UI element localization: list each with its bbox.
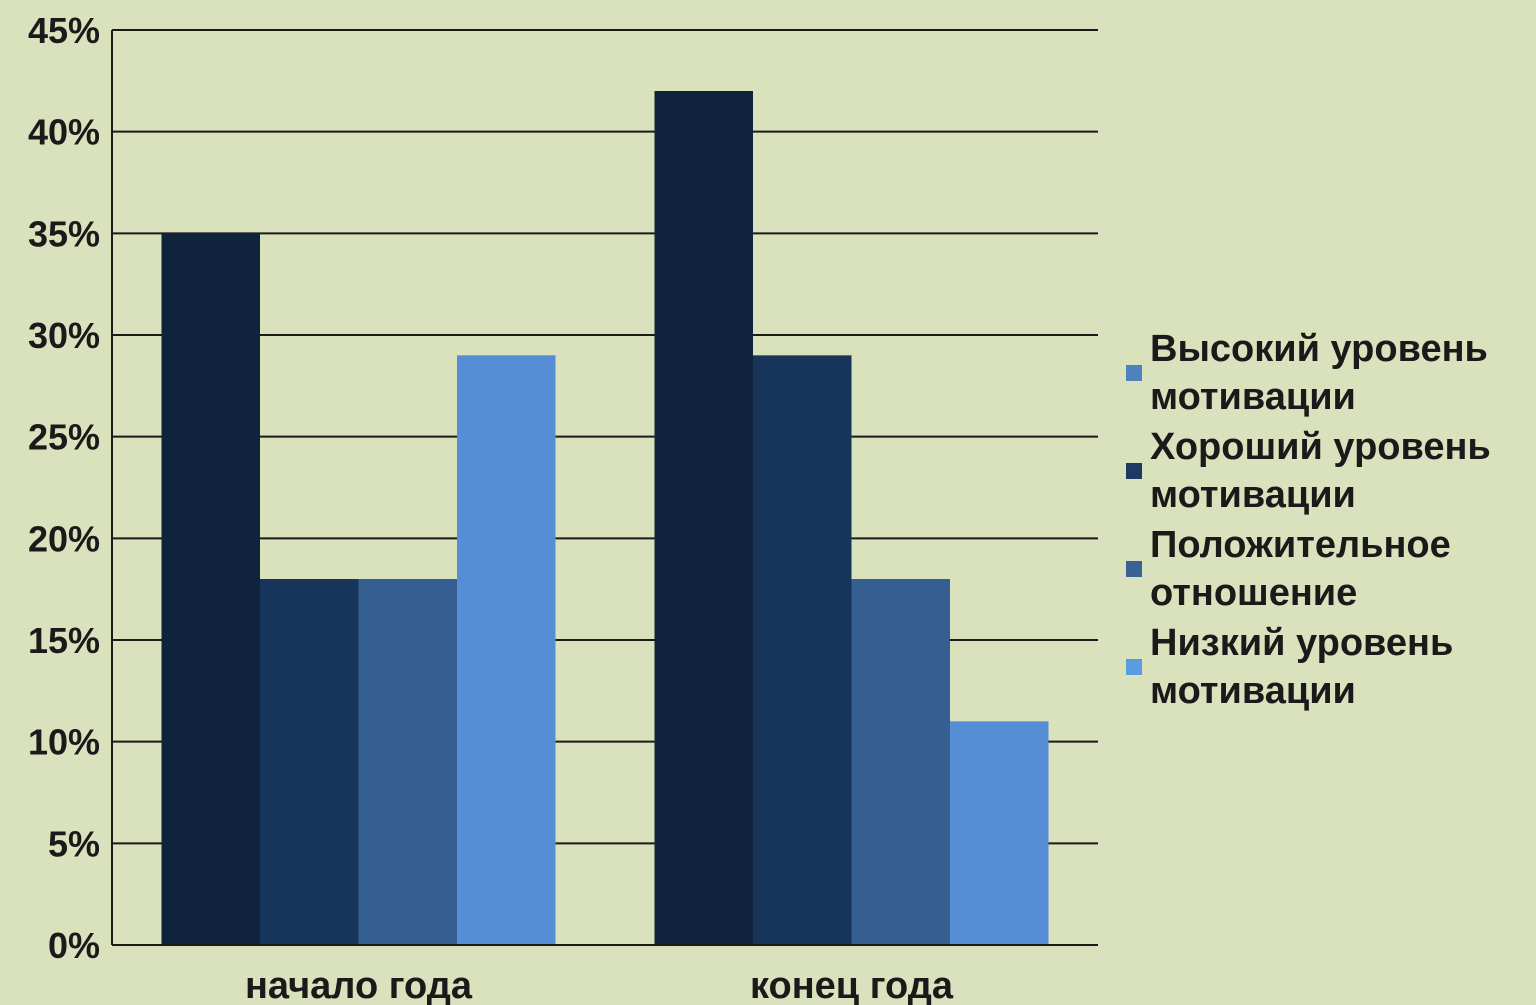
legend-swatch [1126, 365, 1142, 381]
bar-1-3 [358, 579, 457, 945]
bars [161, 91, 1049, 946]
y-tick-label: 25% [28, 417, 100, 458]
legend-swatch [1126, 463, 1142, 479]
legend-label: Высокий уровень мотивации [1150, 328, 1488, 418]
x-category-label: начало года [245, 965, 473, 1005]
legend-item: Высокий уровень мотивации [1124, 325, 1534, 421]
y-tick-label: 30% [28, 315, 100, 356]
legend-label: Положительное отношение [1150, 524, 1451, 614]
y-tick-label: 35% [28, 213, 100, 254]
legend: Высокий уровень мотивации Хороший уровень… [1124, 325, 1534, 717]
y-tick-label: 40% [28, 112, 100, 153]
legend-swatch [1126, 561, 1142, 577]
bar-2-2 [753, 355, 852, 945]
legend-item: Положительное отношение [1124, 521, 1534, 617]
y-tick-label: 45% [28, 10, 100, 51]
bar-1-2 [260, 579, 359, 945]
y-tick-label: 15% [28, 620, 100, 661]
y-tick-label: 5% [48, 823, 100, 864]
bar-2-3 [851, 579, 950, 945]
bar-1-4 [457, 355, 556, 945]
bar-1-1 [161, 233, 260, 946]
y-tick-label: 10% [28, 722, 100, 763]
axis-labels: 0% 5% 10% 15% 20% 25% 30% 35% 40% 45% начало года к… [28, 10, 954, 1005]
legend-label: Низкий уровень мотивации [1150, 622, 1454, 712]
x-category-label: конец года [750, 965, 954, 1005]
bar-2-4 [950, 721, 1049, 945]
y-tick-label: 20% [28, 518, 100, 559]
bar-2-1 [654, 91, 753, 945]
axes [111, 30, 1098, 946]
y-tick-label: 0% [48, 925, 100, 966]
legend-swatch [1126, 659, 1142, 675]
legend-item: Низкий уровень мотивации [1124, 619, 1534, 715]
legend-item: Хороший уровень мотивации [1124, 423, 1534, 519]
legend-label: Хороший уровень мотивации [1150, 426, 1491, 516]
